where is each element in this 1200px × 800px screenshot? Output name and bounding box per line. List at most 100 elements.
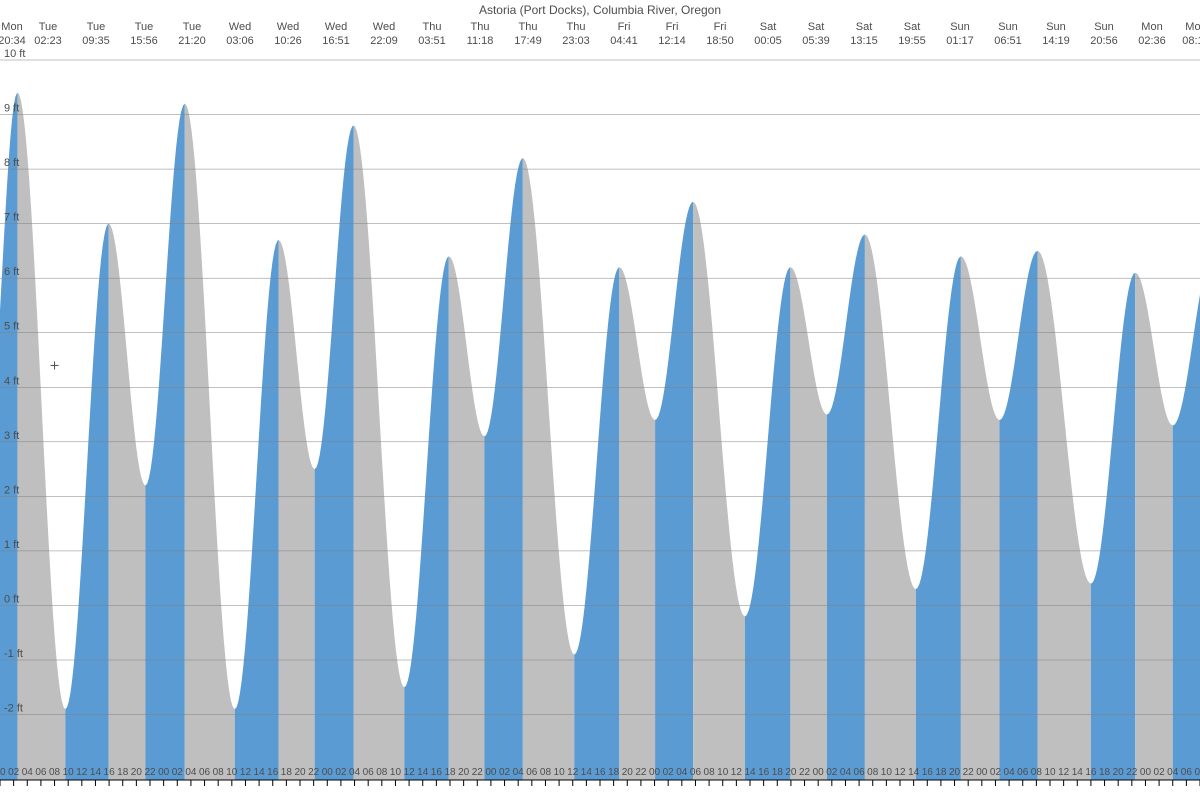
- top-label-time: 12:14: [658, 35, 686, 47]
- x-tick-label: 12: [240, 767, 252, 778]
- top-label-day: Tue: [135, 21, 154, 33]
- x-tick-label: 10: [717, 767, 729, 778]
- top-label-day: Wed: [229, 21, 251, 33]
- x-tick-label: 22: [308, 767, 320, 778]
- top-label-time: 05:39: [802, 35, 830, 47]
- x-tick-label: 00: [649, 767, 661, 778]
- top-label-time: 03:51: [418, 35, 446, 47]
- x-tick-label: 16: [431, 767, 443, 778]
- x-tick-label: 20: [949, 767, 961, 778]
- x-tick-label: 14: [417, 767, 429, 778]
- top-label-time: 11:18: [467, 35, 494, 47]
- top-label-day: Sat: [760, 21, 777, 33]
- x-tick-label: 00: [485, 767, 497, 778]
- x-tick-label: 10: [63, 767, 75, 778]
- x-tick-label: 20: [458, 767, 470, 778]
- x-tick-label: 08: [49, 767, 61, 778]
- top-label-day: Mon: [1, 21, 22, 33]
- x-tick-label: 12: [404, 767, 416, 778]
- top-label-day: Tue: [87, 21, 106, 33]
- top-label-day: Sat: [856, 21, 873, 33]
- top-label-time: 10:26: [274, 35, 302, 47]
- x-tick-label: 04: [349, 767, 361, 778]
- x-tick-label: 16: [104, 767, 116, 778]
- x-tick-label: 20: [622, 767, 634, 778]
- top-label-time: 17:49: [514, 35, 542, 47]
- x-tick-label: 18: [117, 767, 129, 778]
- y-tick-label: 0 ft: [4, 593, 19, 605]
- x-tick-label: 00: [322, 767, 334, 778]
- x-tick-label: 08: [1031, 767, 1043, 778]
- x-tick-label: 22: [144, 767, 156, 778]
- y-tick-label: 6 ft: [4, 266, 19, 278]
- x-tick-label: 18: [444, 767, 456, 778]
- x-tick-label: 06: [1017, 767, 1029, 778]
- x-tick-label: 22: [635, 767, 647, 778]
- y-tick-label: 1 ft: [4, 539, 19, 551]
- x-tick-label: 04: [1167, 767, 1179, 778]
- x-tick-label: 20: [294, 767, 306, 778]
- y-tick-label: 10 ft: [4, 48, 25, 60]
- top-label-day: Sat: [904, 21, 921, 33]
- top-label-time: 20:34: [0, 35, 26, 47]
- x-tick-label: 08: [704, 767, 716, 778]
- top-label-day: Tue: [183, 21, 202, 33]
- y-tick-label: 7 ft: [4, 212, 19, 224]
- x-tick-label: 02: [1154, 767, 1166, 778]
- x-tick-label: 02: [8, 767, 20, 778]
- top-label-day: Thu: [567, 21, 586, 33]
- top-label-day: Tue: [39, 21, 58, 33]
- top-label-time: 22:09: [370, 35, 398, 47]
- x-tick-label: 16: [922, 767, 934, 778]
- x-tick-label: 02: [990, 767, 1002, 778]
- x-tick-label: 16: [758, 767, 770, 778]
- top-label-day: Sun: [1046, 21, 1066, 33]
- x-tick-label: 10: [226, 767, 238, 778]
- top-label-day: Mon: [1185, 21, 1200, 33]
- x-tick-label: 06: [854, 767, 866, 778]
- x-tick-label: 12: [731, 767, 743, 778]
- top-label-time: 23:03: [562, 35, 590, 47]
- x-tick-label: 14: [581, 767, 593, 778]
- x-tick-label: 06: [35, 767, 47, 778]
- x-tick-label: 10: [554, 767, 566, 778]
- x-tick-label: 10: [390, 767, 402, 778]
- x-tick-label: 22: [799, 767, 811, 778]
- top-label-time: 09:35: [82, 35, 110, 47]
- x-tick-label: 08: [376, 767, 388, 778]
- top-label-day: Thu: [471, 21, 490, 33]
- x-tick-label: 00: [976, 767, 988, 778]
- top-label-time: 01:17: [946, 35, 974, 47]
- x-tick-label: 04: [1004, 767, 1016, 778]
- x-tick-label: 00: [158, 767, 170, 778]
- x-tick-label: 18: [281, 767, 293, 778]
- x-tick-label: 20: [785, 767, 797, 778]
- top-label-time: 06:51: [994, 35, 1022, 47]
- x-tick-label: 16: [267, 767, 279, 778]
- x-tick-label: 06: [363, 767, 375, 778]
- x-tick-label: 12: [76, 767, 88, 778]
- x-tick-label: 04: [513, 767, 525, 778]
- x-tick-label: 02: [499, 767, 511, 778]
- x-tick-label: 02: [826, 767, 838, 778]
- x-tick-label: 16: [594, 767, 606, 778]
- x-tick-label: 18: [935, 767, 947, 778]
- x-tick-label: 22: [472, 767, 484, 778]
- top-label-day: Sun: [950, 21, 970, 33]
- x-tick-label: 12: [1058, 767, 1070, 778]
- x-tick-label: 08: [867, 767, 879, 778]
- y-tick-label: 4 ft: [4, 375, 19, 387]
- x-tick-label: 18: [772, 767, 784, 778]
- top-label-time: 03:06: [226, 35, 254, 47]
- x-tick-label: 02: [172, 767, 184, 778]
- top-label-day: Mon: [1141, 21, 1162, 33]
- x-tick-label: 08: [1194, 767, 1200, 778]
- y-tick-label: -2 ft: [4, 703, 23, 715]
- x-tick-label: 04: [840, 767, 852, 778]
- x-tick-label: 18: [608, 767, 620, 778]
- top-label-time: 18:50: [706, 35, 734, 47]
- x-tick-label: 14: [254, 767, 266, 778]
- x-tick-label: 12: [894, 767, 906, 778]
- x-tick-label: 08: [213, 767, 225, 778]
- x-tick-label: 00: [0, 767, 6, 778]
